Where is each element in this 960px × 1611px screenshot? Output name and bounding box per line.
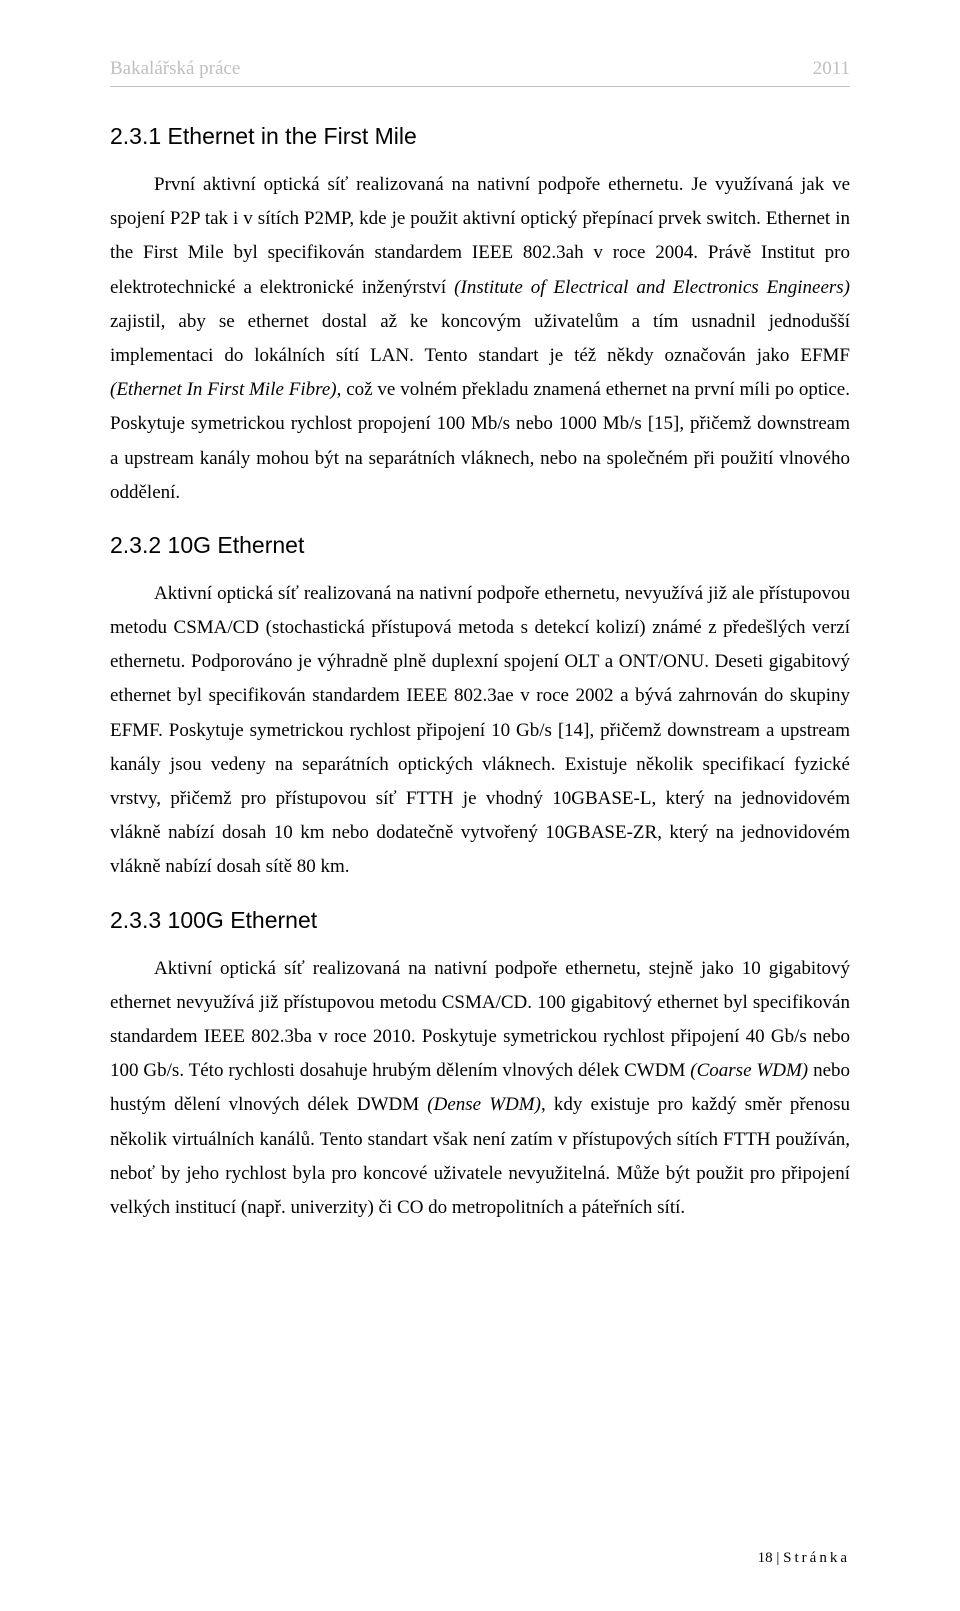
section-number: 2.3.3	[110, 907, 161, 933]
header-rule	[110, 86, 850, 87]
section-number: 2.3.1	[110, 123, 161, 149]
text-run: zajistil, aby se ethernet dostal až ke k…	[110, 311, 850, 366]
footer-label: Stránka	[783, 1550, 850, 1566]
header-right: 2011	[813, 58, 850, 80]
section-heading: 2.3.2 10G Ethernet	[110, 532, 850, 559]
text-run-italic: (Dense WDM)	[427, 1094, 541, 1115]
footer-separator: |	[773, 1550, 784, 1566]
page-number: 18	[758, 1550, 773, 1566]
header-left: Bakalářská práce	[110, 58, 240, 80]
page-header: Bakalářská práce 2011	[110, 58, 850, 80]
page-footer: 18 | Stránka	[758, 1550, 850, 1567]
text-run-italic: (Institute of Electrical and Electronics…	[454, 277, 850, 298]
text-run: Aktivní optická síť realizovaná na nativ…	[110, 583, 850, 878]
section-heading: 2.3.3 100G Ethernet	[110, 907, 850, 934]
text-run-italic: (Ethernet In First Mile Fibre)	[110, 379, 337, 400]
text-run-italic: (Coarse WDM)	[690, 1060, 808, 1081]
section-title: Ethernet in the First Mile	[168, 123, 417, 149]
section-heading: 2.3.1 Ethernet in the First Mile	[110, 123, 850, 150]
paragraph: Aktivní optická síť realizovaná na nativ…	[110, 577, 850, 885]
section-number: 2.3.2	[110, 532, 161, 558]
page: Bakalářská práce 2011 2.3.1 Ethernet in …	[0, 0, 960, 1611]
section-title: 100G Ethernet	[168, 907, 318, 933]
paragraph: První aktivní optická síť realizovaná na…	[110, 168, 850, 510]
section-title: 10G Ethernet	[168, 532, 305, 558]
paragraph: Aktivní optická síť realizovaná na nativ…	[110, 952, 850, 1226]
